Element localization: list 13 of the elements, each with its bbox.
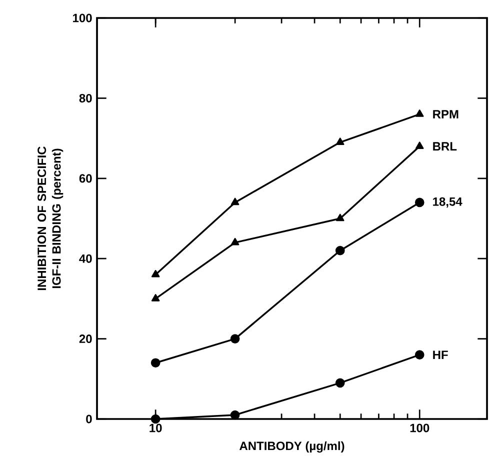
x-axis-title: ANTIBODY (µg/ml) <box>240 441 344 453</box>
y-tick-label: 40 <box>79 254 92 263</box>
series-label: RPM <box>433 110 458 118</box>
y-axis-title: INHIBITION OF SPECIFIC IGF-II BINDING (percent) <box>38 146 64 290</box>
x-tick-label: 10 <box>150 424 162 432</box>
series-label: BRL <box>433 142 457 150</box>
y-tick-label: 20 <box>79 334 92 344</box>
series-label: 18,54 <box>433 197 462 208</box>
series-label: HF <box>433 350 448 359</box>
y-tick-label: 60 <box>79 174 92 183</box>
y-tick-label: 80 <box>79 94 92 102</box>
y-tick-label: 0 <box>86 414 92 424</box>
y-tick-label: 100 <box>73 14 92 22</box>
